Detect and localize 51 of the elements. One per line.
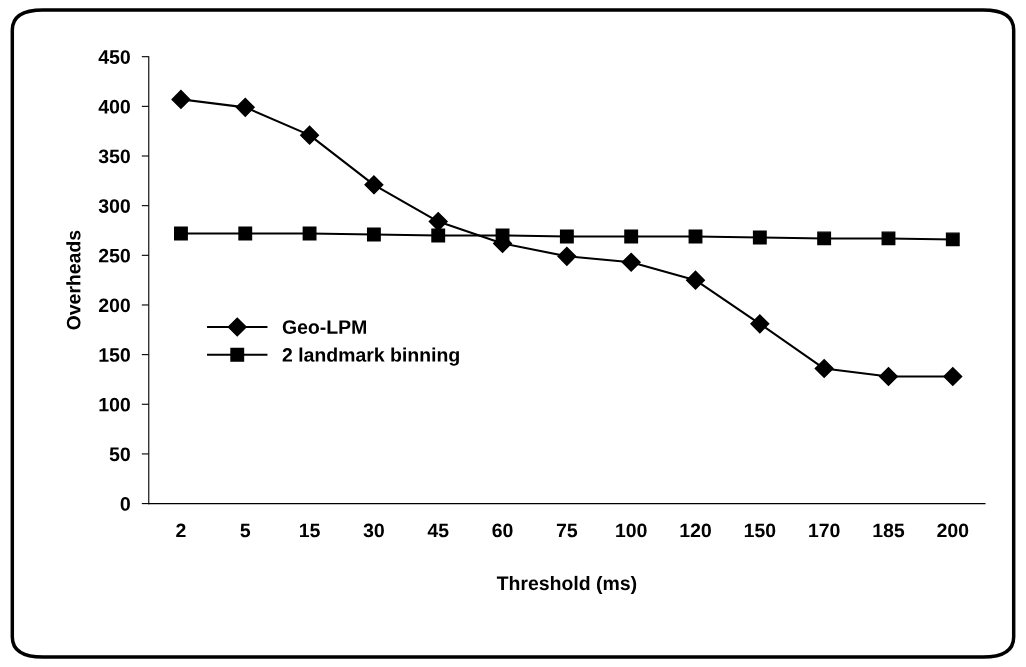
point xyxy=(881,231,896,246)
x-tick-label: 2 xyxy=(176,523,186,538)
y-tick-label: 0 xyxy=(120,497,130,511)
point xyxy=(238,226,253,241)
y-tick-label: 300 xyxy=(98,199,130,213)
x-tick-label: 15 xyxy=(299,523,320,538)
x-tick-label: 185 xyxy=(873,523,905,538)
point xyxy=(235,97,255,117)
point xyxy=(817,231,832,246)
x-tick-label: 5 xyxy=(240,523,251,538)
point xyxy=(300,125,320,145)
point xyxy=(366,227,381,242)
point xyxy=(559,229,574,244)
y-tick-label: 450 xyxy=(98,50,130,64)
x-tick-label: 150 xyxy=(744,523,776,538)
legend-label: 2 landmark binning xyxy=(282,347,459,366)
point xyxy=(302,226,317,241)
x-tick-label: 60 xyxy=(492,523,513,538)
x-tick-label: 170 xyxy=(809,523,840,538)
y-tick-label: 100 xyxy=(99,397,130,412)
point xyxy=(685,270,706,290)
point xyxy=(621,252,641,272)
y-tick-label: 350 xyxy=(98,149,130,164)
point xyxy=(173,226,188,241)
point xyxy=(945,232,960,247)
x-tick-label: 30 xyxy=(363,523,384,538)
y-tick-label: 50 xyxy=(109,447,130,462)
point xyxy=(752,230,767,245)
point xyxy=(171,89,191,109)
point xyxy=(624,229,639,244)
point xyxy=(688,229,703,244)
y-tick-label: 400 xyxy=(98,99,130,114)
x-tick-label: 45 xyxy=(427,523,449,538)
x-tick-label: 120 xyxy=(680,523,711,538)
y-tick-label: 150 xyxy=(99,348,130,362)
x-tick-label: 200 xyxy=(937,523,969,538)
point xyxy=(943,366,963,387)
point xyxy=(557,246,577,266)
legend-label: Geo-LPM xyxy=(282,320,366,334)
point xyxy=(431,228,446,243)
point xyxy=(364,175,384,195)
y-axis-title: Overheads xyxy=(66,230,81,330)
point xyxy=(750,314,770,334)
x-tick-label: 100 xyxy=(616,523,647,538)
x-axis-title: Threshold (ms) xyxy=(496,575,637,594)
y-tick-label: 250 xyxy=(98,248,130,263)
point xyxy=(878,366,899,387)
x-tick-label: 75 xyxy=(556,523,578,538)
point xyxy=(428,212,448,232)
y-tick-label: 200 xyxy=(98,298,130,313)
point xyxy=(814,358,834,379)
